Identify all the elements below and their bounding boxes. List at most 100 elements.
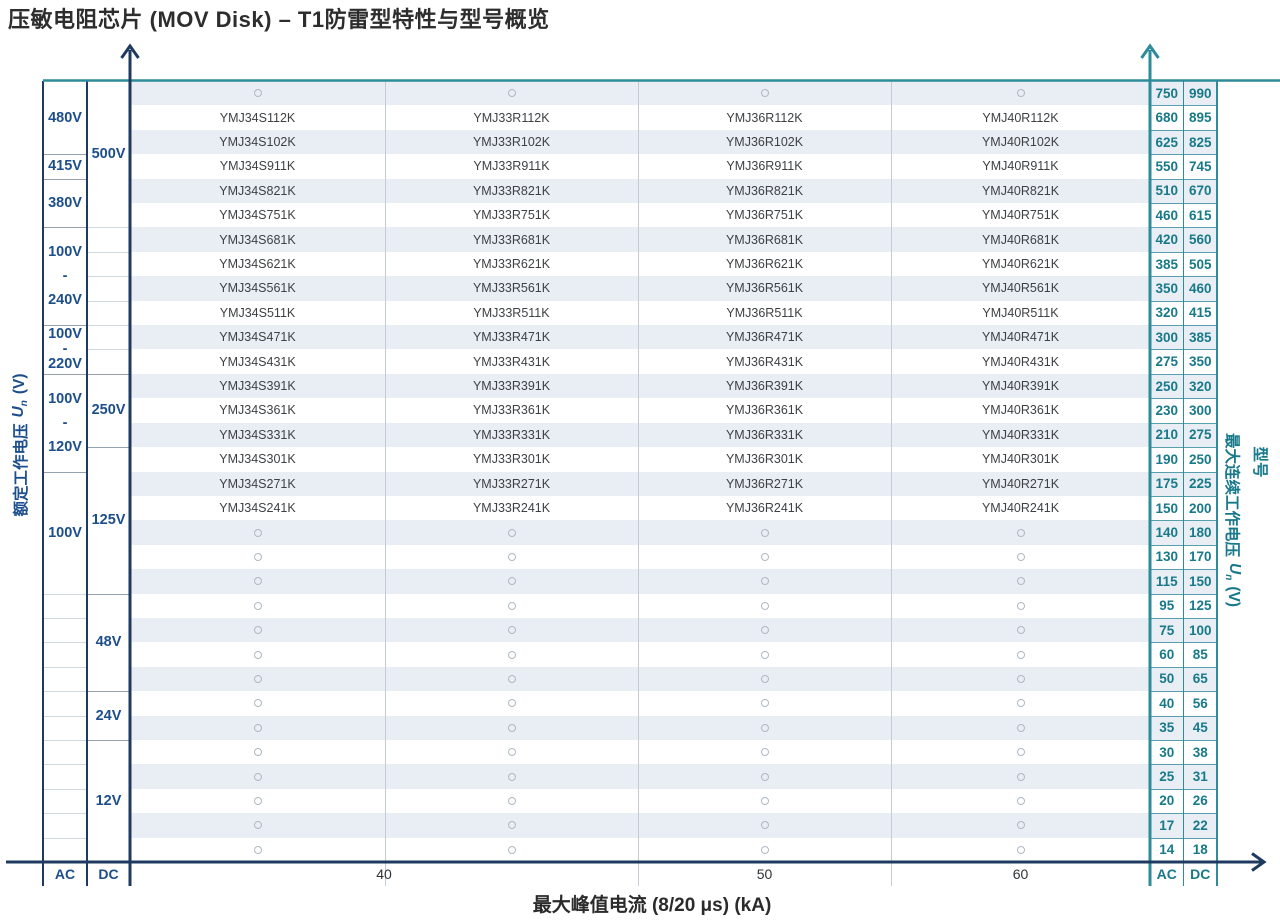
mcov-ac-value: 550 — [1155, 158, 1179, 174]
part-number: YMJ40R511K — [982, 305, 1059, 320]
part-number: YMJ34S821K — [219, 183, 296, 198]
mcov-dc-value: 990 — [1188, 85, 1212, 101]
footer-right-ac-label: AC — [1156, 866, 1177, 882]
row-stripe — [130, 178, 1217, 204]
column-divider — [42, 81, 44, 886]
empty-slot-icon — [760, 674, 769, 683]
part-number: YMJ40R471K — [981, 330, 1060, 345]
empty-slot-icon — [1016, 748, 1025, 757]
rated-voltage-ac-cell-border — [43, 813, 87, 815]
part-number: YMJ36R821K — [725, 183, 804, 198]
empty-slot-icon — [253, 845, 262, 854]
empty-slot-icon — [760, 772, 769, 781]
rated-voltage-dc-cell: 500V — [87, 81, 130, 227]
empty-slot-icon — [253, 650, 262, 659]
right-axis-title-text: 最大连续工作电压 — [1223, 433, 1240, 558]
part-number: YMJ33R621K — [472, 257, 551, 272]
rated-voltage-ac-cell-label: 100V — [48, 244, 82, 261]
mcov-ac-value: 460 — [1155, 207, 1179, 223]
mcov-dc-value: 505 — [1188, 256, 1212, 272]
part-number: YMJ33R301K — [472, 452, 551, 467]
mcov-dc-value: 615 — [1188, 207, 1212, 223]
row-stripe — [130, 666, 1217, 692]
rated-voltage-dc-cell-label: 125V — [91, 512, 126, 529]
empty-slot-icon — [760, 821, 769, 830]
empty-slot-icon — [760, 89, 769, 98]
part-number: YMJ33R391K — [472, 379, 551, 394]
mcov-dc-value: 125 — [1188, 598, 1212, 614]
part-number: YMJ36R391K — [725, 379, 804, 394]
mcov-dc-value: 350 — [1188, 354, 1212, 370]
empty-slot-icon — [507, 601, 516, 610]
empty-slot-icon — [507, 723, 516, 732]
mcov-dc-value: 250 — [1188, 451, 1212, 467]
part-number: YMJ40R751K — [981, 208, 1060, 223]
mcov-dc-value: 56 — [1192, 695, 1208, 711]
mcov-ac-value: 275 — [1155, 354, 1179, 370]
part-number: YMJ40R911K — [982, 159, 1059, 174]
part-number: YMJ36R331K — [725, 427, 804, 442]
part-number: YMJ36R911K — [726, 159, 803, 174]
empty-slot-icon — [253, 723, 262, 732]
empty-slot-icon — [253, 552, 262, 561]
empty-slot-icon — [507, 552, 516, 561]
part-number: YMJ40R621K — [981, 257, 1060, 272]
empty-slot-icon — [507, 577, 516, 586]
part-number: YMJ36R751K — [725, 208, 804, 223]
part-number: YMJ33R431K — [472, 354, 551, 369]
mcov-dc-value: 45 — [1192, 720, 1208, 736]
rated-voltage-dc-cell-border — [87, 447, 130, 449]
mcov-dc-value: 170 — [1188, 549, 1212, 565]
current-tick-label: 40 — [376, 866, 392, 882]
mcov-dc-value: 225 — [1188, 476, 1212, 492]
rated-voltage-ac-cell-label: 415V — [48, 158, 82, 175]
part-number: YMJ40R681K — [981, 232, 1060, 247]
part-number: YMJ40R361K — [981, 403, 1060, 418]
part-number: YMJ33R112K — [473, 110, 550, 125]
row-stripe — [130, 422, 1217, 448]
rated-voltage-ac-cell-border — [43, 715, 87, 717]
mcov-ac-value: 175 — [1155, 476, 1179, 492]
rated-voltage-ac-cell-border — [43, 593, 87, 595]
mcov-ac-value: 210 — [1155, 427, 1179, 443]
empty-slot-icon — [1016, 772, 1025, 781]
mcov-dc-value: 560 — [1188, 232, 1212, 248]
empty-slot-icon — [507, 528, 516, 537]
row-stripe — [130, 715, 1217, 740]
rated-voltage-ac-cell-label: 100V — [48, 326, 82, 343]
empty-slot-icon — [507, 821, 516, 830]
rated-voltage-ac-cell-border — [43, 764, 87, 766]
mcov-ac-value: 130 — [1155, 549, 1179, 565]
part-number: YMJ34S911K — [219, 159, 296, 174]
mcov-dc-value: 825 — [1188, 134, 1212, 150]
empty-slot-icon — [507, 772, 516, 781]
column-divider — [86, 81, 88, 886]
rated-voltage-ac-cell-label: 380V — [48, 195, 82, 212]
current-tick-label: 60 — [1012, 866, 1029, 882]
empty-slot-icon — [760, 601, 769, 610]
rated-voltage-ac-cell-border — [43, 788, 87, 790]
rated-voltage-dc-cell-border — [87, 691, 130, 693]
empty-slot-icon — [1016, 577, 1025, 586]
part-number: YMJ33R241K — [472, 501, 551, 516]
row-stripe — [130, 813, 1217, 838]
empty-slot-icon — [253, 89, 262, 98]
part-number: YMJ33R821K — [472, 183, 551, 198]
current-tick-label: 50 — [756, 866, 773, 882]
rated-voltage-dc-cell: 48V — [87, 594, 130, 692]
empty-slot-icon — [507, 796, 516, 805]
part-number: YMJ36R361K — [725, 403, 804, 418]
row-stripe — [130, 569, 1217, 594]
mcov-ac-value: 20 — [1159, 793, 1175, 809]
mcov-dc-value: 65 — [1192, 671, 1208, 687]
empty-slot-icon — [253, 601, 262, 610]
empty-slot-icon — [760, 723, 769, 732]
mcov-dc-value: 150 — [1188, 573, 1212, 589]
mcov-ac-value: 350 — [1155, 280, 1179, 296]
rated-voltage-ac-cell-border — [43, 373, 87, 375]
rated-voltage-dc-cell-border — [87, 349, 130, 351]
rated-voltage-dc-cell: 12V — [87, 740, 130, 862]
mcov-ac-value: 190 — [1155, 451, 1179, 467]
